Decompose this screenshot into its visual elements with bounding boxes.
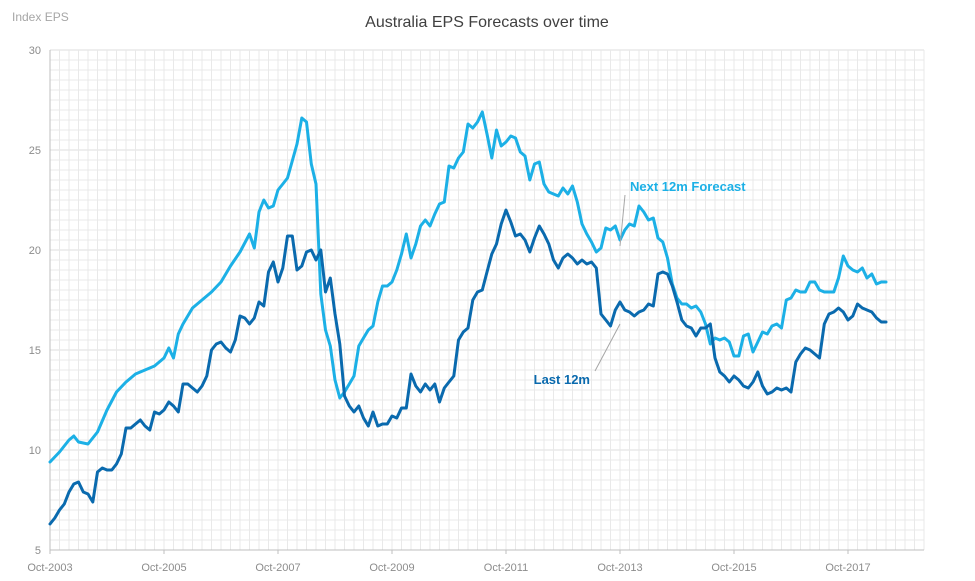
y-tick-label: 15 — [29, 345, 41, 357]
chart-title: Australia EPS Forecasts over time — [365, 14, 609, 31]
series-line-next-12m-forecast — [48, 110, 888, 464]
y-tick-label: 5 — [35, 545, 41, 557]
x-tick-label: Oct-2003 — [27, 562, 72, 574]
y-tick-label: 25 — [29, 145, 41, 157]
y-tick-label: 30 — [29, 45, 41, 57]
x-tick-label: Oct-2011 — [484, 562, 528, 574]
series-line-last-12m — [48, 208, 888, 526]
annotation-leader-line — [594, 323, 621, 372]
axes: 5 10 15 20 25 30 Oct-2003 Oct-2005 Oct-2007 Oct-2… — [27, 45, 924, 574]
x-tick-label: Oct-2005 — [141, 562, 186, 574]
y-axis-label: Index EPS — [12, 10, 69, 24]
annotation-leader-line — [619, 194, 626, 247]
grid — [49, 49, 925, 551]
x-tick-label: Oct-2017 — [825, 562, 870, 574]
annotations: Next 12m Forecast Last 12m — [534, 179, 747, 387]
series-group — [48, 110, 888, 526]
x-tick-label: Oct-2013 — [597, 562, 642, 574]
y-tick-label: 10 — [29, 445, 41, 457]
x-tick-label: Oct-2015 — [711, 562, 756, 574]
x-tick-label: Oct-2007 — [255, 562, 300, 574]
annotation-next-12m-forecast: Next 12m Forecast — [630, 179, 746, 194]
x-tick-label: Oct-2009 — [369, 562, 414, 574]
y-tick-label: 20 — [29, 245, 41, 257]
annotation-last-12m: Last 12m — [534, 372, 590, 387]
